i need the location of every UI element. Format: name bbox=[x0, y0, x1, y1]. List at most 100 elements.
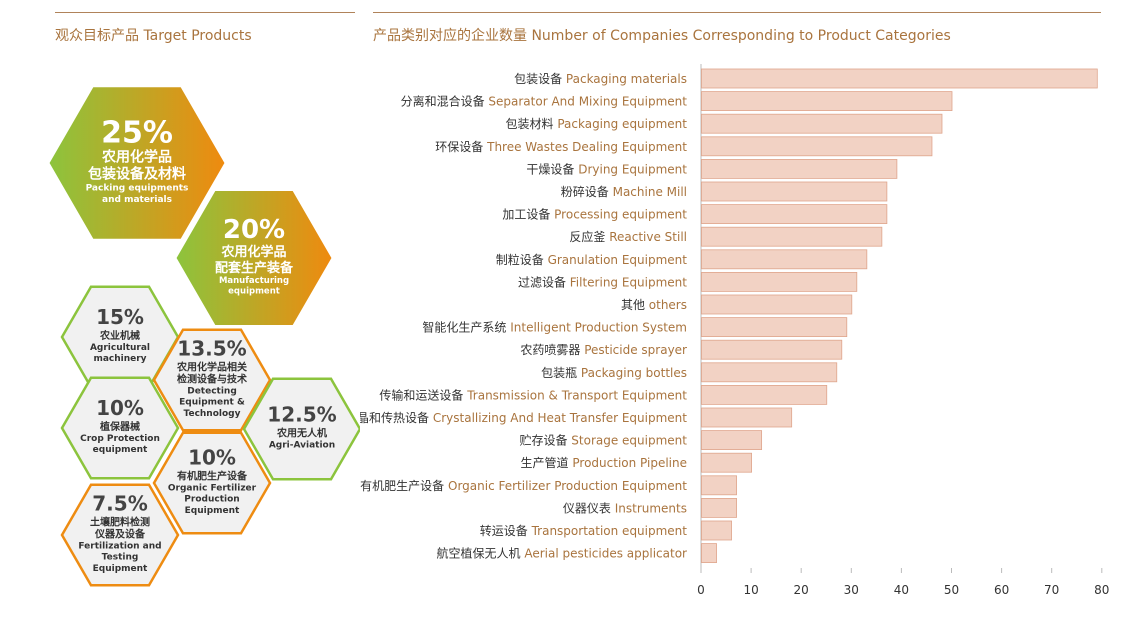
bar bbox=[701, 497, 737, 518]
x-tick-label: 50 bbox=[944, 583, 959, 597]
hexagon-label-en: machinery bbox=[93, 354, 146, 364]
category-label: 反应釜 Reactive Still bbox=[569, 229, 687, 244]
companies-bar-chart: 包装设备 Packaging materials 分离和混合设备 Separato… bbox=[360, 64, 1109, 597]
hexagon-label-en: Production bbox=[184, 495, 239, 505]
category-label: 分离和混合设备 Separator And Mixing Equipment bbox=[401, 94, 688, 109]
bar bbox=[701, 226, 883, 247]
left-section-title: 观众目标产品 Target Products bbox=[55, 28, 252, 44]
right-top-rule bbox=[373, 12, 1101, 13]
hexagon-label-zh: 农用无人机 bbox=[276, 427, 327, 440]
category-label: 干燥设备 Drying Equipment bbox=[526, 162, 687, 176]
hexagon-label-en: Packing equipments bbox=[86, 184, 189, 194]
bar bbox=[701, 362, 838, 383]
bar bbox=[701, 91, 953, 111]
hexagon-shape bbox=[152, 431, 272, 535]
bar bbox=[701, 181, 888, 202]
hexagon-shape bbox=[60, 376, 180, 480]
bar bbox=[701, 113, 943, 134]
x-tick-label: 40 bbox=[894, 583, 909, 597]
hexagon-label-zh: 有机肥生产设备 bbox=[177, 469, 248, 482]
bar bbox=[701, 136, 933, 157]
bar bbox=[701, 407, 793, 428]
x-tick-label: 80 bbox=[1094, 583, 1109, 597]
hexagon-label-zh: 农业机械 bbox=[99, 329, 140, 342]
category-label: 加工设备 Processing equipment bbox=[502, 208, 687, 222]
hexagon-label-en: Technology bbox=[184, 409, 241, 419]
hexagon-percent: 15% bbox=[96, 305, 144, 329]
category-label: 贮存设备 Storage equipment bbox=[519, 433, 687, 448]
hexagon-label-en: Agri-Aviation bbox=[269, 441, 335, 451]
hexagon-label-en: equipment bbox=[93, 445, 148, 455]
hexagon-label-zh: 仪器及设备 bbox=[94, 528, 146, 541]
hexagon-label-en: Testing bbox=[102, 553, 139, 563]
hexagon-label-zh: 农用化学品 bbox=[220, 244, 286, 260]
bar bbox=[701, 452, 752, 473]
category-label: 粉碎设备 Machine Mill bbox=[561, 184, 687, 199]
category-label: 环保设备 Three Wastes Dealing Equipment bbox=[435, 140, 687, 154]
category-label: 有机肥生产设备 Organic Fertilizer Production Eq… bbox=[360, 479, 687, 493]
hexagon-shape bbox=[48, 86, 226, 240]
hexagon-label-zh: 农用化学品 bbox=[101, 149, 172, 166]
x-tick-label: 60 bbox=[994, 583, 1009, 597]
bar bbox=[701, 158, 898, 179]
category-label: 包装设备 Packaging materials bbox=[514, 72, 687, 86]
hexagon-label-zh: 农用化学品相关 bbox=[176, 360, 247, 373]
category-label: 仪器仪表 Instruments bbox=[563, 501, 687, 515]
hexagon-label-zh: 包装设备及材料 bbox=[88, 166, 186, 183]
hexagon-percent: 7.5% bbox=[92, 491, 147, 515]
category-label: 包装瓶 Packaging bottles bbox=[541, 366, 687, 380]
hexagon-label-en: Fertilization and bbox=[78, 541, 161, 551]
bar bbox=[701, 271, 858, 292]
hexagon-percent: 25% bbox=[101, 115, 173, 150]
x-tick-label: 10 bbox=[743, 583, 758, 597]
category-label: 过滤设备 Filtering Equipment bbox=[518, 275, 687, 289]
category-label: 制粒设备 Granulation Equipment bbox=[496, 252, 688, 267]
hexagon-label-en: Equipment & bbox=[179, 398, 245, 408]
bar bbox=[701, 520, 732, 541]
bar bbox=[701, 543, 717, 563]
hexagon-shape bbox=[242, 377, 360, 481]
bar bbox=[701, 317, 848, 338]
hexagon-shape bbox=[152, 328, 272, 432]
hexagon-label-zh: 植保器械 bbox=[99, 420, 140, 433]
category-label: 其他 others bbox=[621, 298, 687, 312]
hexagon-percent: 20% bbox=[223, 215, 285, 245]
hexagon-percent: 10% bbox=[188, 445, 236, 469]
category-label: 智能化生产系统 Intelligent Production System bbox=[422, 320, 687, 335]
hexagon-percent: 10% bbox=[96, 396, 144, 420]
category-label: 农药喷雾器 Pesticide sprayer bbox=[520, 343, 687, 357]
category-label: 生产管道 Production Pipeline bbox=[521, 455, 687, 470]
bar bbox=[701, 339, 843, 360]
hexagon-label-en: Manufacturing bbox=[219, 276, 289, 286]
hexagon-percent: 13.5% bbox=[177, 336, 246, 360]
x-tick-label: 20 bbox=[794, 583, 809, 597]
x-tick-label: 0 bbox=[697, 583, 705, 597]
bar bbox=[701, 204, 888, 225]
hexagon-label-en: Equipment bbox=[185, 506, 240, 516]
hexagon-label-en: Detecting bbox=[187, 386, 237, 396]
category-label: 航空植保无人机 Aerial pesticides applicator bbox=[437, 546, 688, 561]
hexagon-label-en: Agricultural bbox=[90, 343, 150, 353]
right-title-en: Number of Companies Corresponding to Pro… bbox=[531, 28, 951, 44]
hexagon-label-en: Organic Fertilizer bbox=[168, 483, 257, 493]
left-top-rule bbox=[55, 12, 355, 13]
category-label: 转运设备 Transportation equipment bbox=[480, 523, 688, 538]
category-label: 包装材料 Packaging equipment bbox=[506, 117, 688, 131]
category-label: 传输和运送设备 Transmission & Transport Equipme… bbox=[379, 387, 687, 402]
hexagon-percent: 12.5% bbox=[267, 403, 336, 427]
bar bbox=[701, 249, 868, 270]
bar bbox=[701, 68, 1098, 89]
hexagon-label-zh: 配套生产装备 bbox=[215, 260, 294, 276]
bar bbox=[701, 384, 828, 405]
hexagon-label-en: Crop Protection bbox=[80, 434, 160, 444]
hexagon-shape bbox=[60, 483, 180, 587]
hexagon-label-en: equipment bbox=[228, 287, 280, 297]
x-tick-label: 30 bbox=[844, 583, 859, 597]
right-section-title: 产品类别对应的企业数量 Number of Companies Correspo… bbox=[373, 25, 951, 45]
